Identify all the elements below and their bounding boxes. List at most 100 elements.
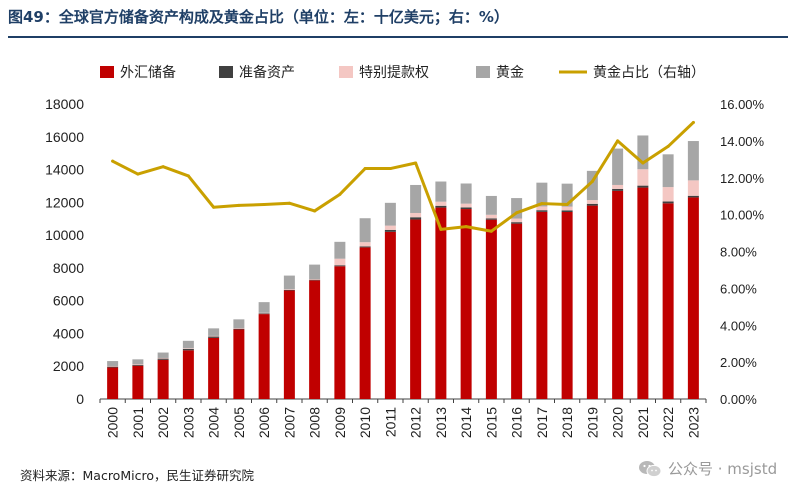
bar-segment bbox=[662, 187, 674, 202]
bar-segment bbox=[359, 246, 371, 248]
bar-segment bbox=[511, 218, 523, 223]
bar-segment bbox=[586, 203, 598, 206]
bar-segment bbox=[460, 183, 472, 204]
gold-share-point bbox=[666, 144, 670, 148]
x-tick-labels: 2000 2001 2002 2003 2004 2005 2006 2007 2008 2009… bbox=[105, 407, 702, 438]
watermark-text: 公众号 · msjstd bbox=[668, 460, 778, 478]
bar-segment bbox=[586, 170, 598, 201]
bar-segment bbox=[637, 169, 649, 186]
bar-segment bbox=[208, 335, 220, 337]
bar-segment bbox=[334, 266, 346, 399]
chart-legend: 外汇储备 准备资产 特别提款权 黄金 黄金占比（右轴） bbox=[100, 64, 705, 81]
bar-segment bbox=[258, 313, 270, 315]
bar-segment bbox=[309, 279, 321, 280]
bar-segment bbox=[258, 302, 270, 313]
bar-segment bbox=[435, 181, 447, 202]
legend-label: 黄金占比（右轴） bbox=[593, 64, 705, 81]
chart-axes: 0 2000 4000 6000 8000 10000 12000 14000 16000 180… bbox=[45, 96, 764, 407]
bar-segment bbox=[612, 184, 624, 189]
bar-segment bbox=[687, 180, 699, 196]
bar-segment bbox=[233, 329, 245, 399]
bar-segment bbox=[283, 275, 295, 290]
bar-segment bbox=[536, 210, 548, 212]
x-tick-label: 2011 bbox=[382, 407, 398, 437]
bar-segment bbox=[612, 188, 624, 191]
gold-share-point bbox=[565, 202, 569, 206]
x-tick-label: 2019 bbox=[584, 407, 600, 438]
bar-segment bbox=[132, 359, 144, 365]
bar-segment bbox=[485, 218, 497, 220]
y-left-tick-label: 4000 bbox=[53, 325, 84, 341]
y-left-tick-label: 10000 bbox=[45, 227, 84, 243]
bar-segment bbox=[334, 258, 346, 266]
bar-segment bbox=[258, 314, 270, 399]
bar-segment bbox=[536, 206, 548, 211]
bar-segment bbox=[410, 212, 422, 218]
x-tick-label: 2014 bbox=[458, 407, 474, 438]
bar-segment bbox=[687, 141, 699, 181]
bar-segment bbox=[132, 364, 144, 365]
bar-segment bbox=[612, 148, 624, 185]
bar-segment bbox=[132, 365, 144, 399]
x-tick-label: 2018 bbox=[559, 407, 575, 438]
bar-segment bbox=[384, 231, 396, 399]
stacked-bars bbox=[107, 135, 699, 399]
x-tick-label: 2009 bbox=[332, 407, 348, 438]
y-left-tick-label: 16000 bbox=[45, 129, 84, 145]
bar-segment bbox=[384, 229, 396, 232]
y-left-tick-label: 12000 bbox=[45, 194, 84, 210]
bar-segment bbox=[233, 328, 245, 330]
bar-segment bbox=[485, 195, 497, 215]
title-divider bbox=[8, 36, 788, 38]
y-left-tick-label: 14000 bbox=[45, 162, 84, 178]
x-tick-label: 2000 bbox=[105, 407, 121, 438]
bar-segment bbox=[233, 328, 245, 329]
bar-segment bbox=[384, 202, 396, 226]
gold-share-point bbox=[540, 202, 544, 206]
bar-segment bbox=[435, 205, 447, 208]
reserve-composition-chart: 外汇储备 准备资产 特别提款权 黄金 黄金占比（右轴） 0 2000 4000 6000 800… bbox=[45, 64, 764, 438]
bar-segment bbox=[258, 312, 270, 314]
bar-segment bbox=[485, 219, 497, 399]
watermark: 公众号 · msjstd bbox=[638, 458, 777, 479]
gold-share-point bbox=[212, 205, 216, 209]
gold-share-point bbox=[363, 167, 367, 171]
x-tick-label: 2002 bbox=[155, 407, 171, 438]
bar-segment bbox=[359, 242, 371, 247]
bar-segment bbox=[511, 198, 523, 219]
x-tick-label: 2015 bbox=[483, 407, 499, 438]
bar-segment bbox=[107, 366, 119, 368]
legend-label: 准备资产 bbox=[239, 64, 295, 81]
bar-segment bbox=[435, 201, 447, 206]
gold-share-point bbox=[136, 172, 140, 176]
legend-label: 特别提款权 bbox=[359, 65, 429, 81]
y-left-tick-label: 8000 bbox=[53, 260, 84, 276]
bar-segment bbox=[107, 365, 119, 367]
gold-share-point bbox=[439, 227, 443, 231]
bar-segment bbox=[586, 205, 598, 399]
bar-segment bbox=[334, 241, 346, 259]
bar-segment bbox=[561, 183, 573, 207]
legend-swatch bbox=[339, 66, 353, 78]
bar-segment bbox=[182, 348, 194, 349]
bar-segment bbox=[561, 206, 573, 211]
y-right-tick-label: 12.00% bbox=[720, 171, 765, 186]
bar-segment bbox=[384, 225, 396, 230]
legend-label: 黄金 bbox=[496, 64, 524, 81]
gold-share-point bbox=[616, 139, 620, 143]
bar-segment bbox=[182, 340, 194, 349]
bar-segment bbox=[410, 184, 422, 213]
bar-segment bbox=[359, 247, 371, 399]
y-right-tick-label: 10.00% bbox=[720, 208, 765, 223]
gold-share-line bbox=[111, 120, 695, 233]
bar-segment bbox=[561, 212, 573, 399]
gold-share-line-path bbox=[111, 120, 695, 233]
bar-segment bbox=[637, 185, 649, 188]
bar-segment bbox=[687, 197, 699, 399]
bar-segment bbox=[182, 348, 194, 351]
gold-share-point bbox=[414, 161, 418, 165]
y-left-tick-label: 6000 bbox=[53, 293, 84, 309]
x-tick-label: 2001 bbox=[130, 407, 146, 438]
gold-share-point bbox=[515, 211, 519, 215]
bar-segment bbox=[157, 358, 169, 360]
